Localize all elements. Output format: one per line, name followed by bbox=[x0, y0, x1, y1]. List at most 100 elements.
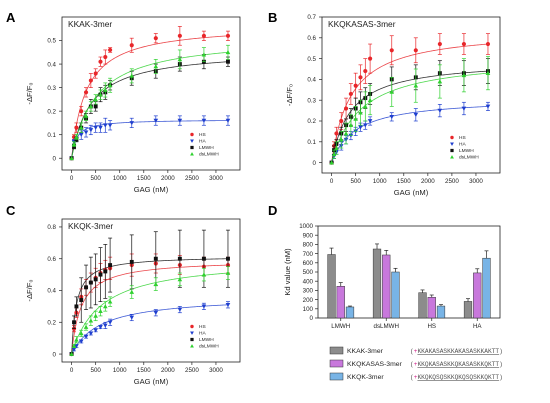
y-tick-label: 0.5 bbox=[47, 38, 56, 45]
plot-frame-A bbox=[61, 16, 241, 171]
y-tick-label: 0.5 bbox=[307, 56, 316, 63]
bar-KKQKASAS-3mer bbox=[382, 254, 391, 319]
data-point-HS bbox=[437, 41, 442, 47]
data-point-dsLMWH bbox=[98, 308, 103, 313]
legend-label-KKAK-3mer: KKAK-3mer bbox=[347, 348, 384, 355]
legend-label-dsLMWH: dsLMWH bbox=[199, 344, 219, 350]
x-tick-label: 0 bbox=[70, 367, 74, 374]
legend-label-HA: HA bbox=[199, 331, 206, 337]
legend-marker-HA bbox=[190, 331, 194, 335]
legend-label-dsLMWH: dsLMWH bbox=[199, 152, 219, 158]
x-tick-label: 3000 bbox=[209, 175, 223, 182]
data-point-HA bbox=[153, 310, 159, 316]
data-point-LMWH bbox=[153, 256, 158, 261]
y-tick-label: 900 bbox=[303, 232, 314, 239]
data-point-HS bbox=[83, 90, 89, 95]
seq-open: ( bbox=[410, 348, 414, 355]
panel-letter-C: C bbox=[6, 203, 16, 218]
data-point-LMWH bbox=[226, 59, 230, 64]
data-point-dsLMWH bbox=[129, 73, 135, 78]
data-point-HS bbox=[461, 41, 466, 47]
data-point-HA bbox=[83, 130, 89, 135]
x-category-label: dsLMWH bbox=[374, 323, 399, 330]
data-point-LMWH bbox=[74, 304, 79, 309]
bar-KKAK-3mer bbox=[463, 301, 473, 319]
data-point-dsLMWH bbox=[201, 272, 207, 277]
legend-swatch-KKQK-3mer bbox=[329, 372, 344, 381]
x-tick-label: 1000 bbox=[373, 178, 387, 185]
bar-KKQKASAS-3mer bbox=[336, 286, 345, 319]
legend-marker-dsLMWH bbox=[190, 152, 194, 156]
data-point-dsLMWH bbox=[153, 281, 159, 286]
y-tick-label: 0.8 bbox=[47, 224, 56, 231]
y-tick-label: 0.4 bbox=[47, 288, 56, 295]
y-tick-label: 0.4 bbox=[307, 77, 316, 84]
data-point-HA bbox=[107, 320, 113, 325]
data-point-dsLMWH bbox=[329, 160, 334, 165]
x-tick-label: 0 bbox=[330, 178, 334, 185]
panel-title-A: KKAK-3mer bbox=[68, 19, 112, 29]
data-point-HS bbox=[225, 33, 231, 38]
data-point-HA bbox=[201, 304, 207, 309]
data-point-HS bbox=[358, 75, 363, 80]
data-point-dsLMWH bbox=[71, 343, 77, 348]
sequence-KKQK-3mer: (+KKQKQSQSKKQKQSQSKKQKTT) bbox=[410, 374, 503, 381]
data-point-HA bbox=[78, 132, 84, 137]
legend-marker-HA bbox=[190, 139, 194, 143]
data-point-HS bbox=[413, 48, 418, 53]
data-point-HA bbox=[74, 344, 79, 349]
bar-KKAK-3mer bbox=[327, 254, 336, 319]
fit-curve-dsLMWH bbox=[71, 272, 228, 355]
seq-close: ) bbox=[499, 348, 503, 355]
x-tick-label: 1500 bbox=[397, 178, 411, 185]
x-tick-label: 1000 bbox=[113, 367, 127, 374]
data-point-HS bbox=[363, 69, 368, 74]
y-tick-label: 0.1 bbox=[307, 139, 316, 146]
x-axis-title-B: GAG (nM) bbox=[394, 188, 429, 197]
data-point-dsLMWH bbox=[107, 299, 113, 304]
data-point-LMWH bbox=[98, 272, 103, 277]
data-point-HA bbox=[98, 325, 103, 330]
y-tick-label: 0.2 bbox=[307, 118, 316, 125]
x-axis-title-A: GAG (nM) bbox=[134, 185, 169, 194]
y-tick-label: 0 bbox=[53, 351, 57, 358]
data-point-LMWH bbox=[72, 320, 76, 325]
seq-residues: KKQKASASKKQKASASKKQKTT bbox=[417, 361, 499, 368]
y-tick-label: 0.4 bbox=[47, 61, 56, 68]
fit-curve-HS bbox=[71, 264, 228, 355]
x-tick-label: 3000 bbox=[469, 178, 483, 185]
bar-KKQK-3mer bbox=[391, 271, 400, 319]
data-point-dsLMWH bbox=[348, 122, 354, 127]
y-tick-label: 0.2 bbox=[47, 108, 56, 115]
data-point-LMWH bbox=[177, 256, 182, 261]
data-point-dsLMWH bbox=[88, 318, 94, 323]
data-point-dsLMWH bbox=[129, 289, 135, 294]
legend-label-HS: HS bbox=[199, 324, 206, 330]
x-tick-label: 1500 bbox=[137, 175, 151, 182]
data-point-dsLMWH bbox=[69, 351, 74, 356]
data-point-HS bbox=[108, 47, 113, 53]
sequence-KKQKASAS-3mer: (+KKQKASASKKQKASASKKQKTT) bbox=[410, 361, 503, 368]
seq-open: ( bbox=[410, 361, 414, 368]
legend-label-LMWH: LMWH bbox=[199, 337, 214, 343]
legend-marker-HA bbox=[450, 142, 454, 146]
legend-label-HA: HA bbox=[199, 139, 206, 145]
data-point-LMWH bbox=[88, 280, 93, 285]
data-point-LMWH bbox=[84, 285, 89, 290]
panel-letter-B: B bbox=[268, 10, 277, 25]
seq-residues: KKAKASASKKAKASASKKAKTT bbox=[417, 348, 499, 355]
data-point-dsLMWH bbox=[177, 57, 183, 62]
data-point-HS bbox=[129, 43, 134, 48]
legend-label-HA: HA bbox=[459, 142, 466, 148]
y-tick-label: 0 bbox=[313, 160, 317, 167]
data-point-HS bbox=[368, 56, 373, 61]
y-tick-label: 0.1 bbox=[47, 132, 56, 139]
panel-title-B: KKQKASAS-3mer bbox=[328, 19, 396, 29]
data-point-HA bbox=[177, 118, 183, 123]
y-tick-label: 0.2 bbox=[47, 319, 56, 326]
data-point-HS bbox=[74, 125, 79, 130]
seq-mark: + bbox=[414, 361, 418, 368]
legend-label-LMWH: LMWH bbox=[459, 148, 474, 154]
data-point-LMWH bbox=[103, 269, 108, 274]
data-point-dsLMWH bbox=[331, 151, 337, 157]
